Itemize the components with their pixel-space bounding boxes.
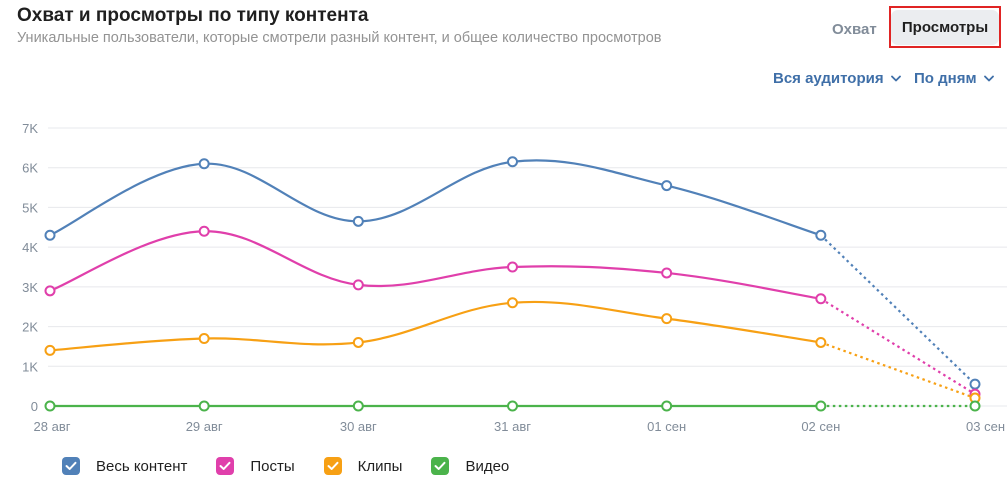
data-point[interactable] [198,332,210,344]
checkbox-checked-icon[interactable] [62,457,80,475]
x-tick-label: 28 авг [34,419,71,434]
x-tick-label: 30 авг [340,419,377,434]
checkbox-checked-icon[interactable] [431,457,450,475]
legend-label: Посты [250,457,295,475]
chevron-down-icon [983,75,994,82]
period-dropdown-label: По дням [914,70,977,87]
audience-dropdown-label: Вся аудитория [773,70,884,87]
legend-item[interactable]: Клипы [323,457,403,475]
series-line [49,159,822,237]
data-point[interactable] [815,293,827,305]
data-point[interactable] [507,400,518,412]
chart-legend: Весь контент Посты Клипы Видео [62,457,538,475]
audience-dropdown[interactable]: Вся аудитория [773,70,901,87]
x-tick-label: 29 авг [186,419,223,434]
y-tick-label: 0 [31,399,38,414]
data-point[interactable] [507,261,518,273]
data-point[interactable] [198,400,210,412]
data-point[interactable] [507,297,518,309]
data-point[interactable] [352,336,364,348]
data-point[interactable] [969,378,981,390]
checkbox-checked-icon[interactable] [216,457,235,475]
data-point[interactable] [352,400,364,412]
legend-item[interactable]: Весь контент [62,457,187,475]
y-tick-label: 7K [22,121,38,136]
legend-label: Клипы [357,457,403,475]
series-line-forecast [820,341,976,400]
data-point[interactable] [815,336,827,348]
page-title: Охват и просмотры по типу контента [17,5,369,26]
data-point[interactable] [44,229,56,241]
x-tick-label: 03 сен [966,419,1005,434]
tab-reach[interactable]: Охват [832,21,877,38]
data-point[interactable] [815,400,827,412]
chevron-down-icon [890,75,901,82]
data-point[interactable] [352,215,364,227]
x-tick-label: 02 сен [801,419,840,434]
data-point[interactable] [44,400,56,412]
series-line-forecast [820,297,976,396]
data-point[interactable] [198,158,210,170]
x-tick-label: 01 сен [647,419,686,434]
data-point[interactable] [352,279,364,291]
x-tick-label: 31 авг [494,419,531,434]
data-point[interactable] [661,400,673,412]
series-line-forecast [820,234,976,385]
data-point[interactable] [44,344,56,356]
tab-views-label: Просмотры [890,9,1000,45]
data-point[interactable] [507,156,518,168]
data-point[interactable] [661,313,673,325]
data-point[interactable] [661,180,673,192]
y-tick-label: 2K [22,320,38,335]
data-point[interactable] [198,225,210,237]
legend-item[interactable]: Посты [216,457,295,475]
data-point[interactable] [969,400,981,412]
data-point[interactable] [44,285,56,297]
tab-views[interactable]: Просмотры [889,6,1001,48]
series-line [49,230,822,300]
checkbox-checked-icon[interactable] [323,457,342,475]
series-line [49,300,822,352]
y-tick-label: 1K [22,359,38,374]
y-tick-label: 6K [22,161,38,176]
y-tick-label: 3K [22,280,38,295]
y-tick-label: 5K [22,200,38,215]
legend-item[interactable]: Видео [431,457,509,475]
legend-label: Весь контент [96,457,188,475]
page-subtitle: Уникальные пользователи, которые смотрел… [17,30,662,46]
data-point[interactable] [815,229,827,241]
legend-label: Видео [465,457,510,475]
period-dropdown[interactable]: По дням [914,70,994,87]
data-point[interactable] [661,267,673,279]
y-tick-label: 4K [22,240,38,255]
